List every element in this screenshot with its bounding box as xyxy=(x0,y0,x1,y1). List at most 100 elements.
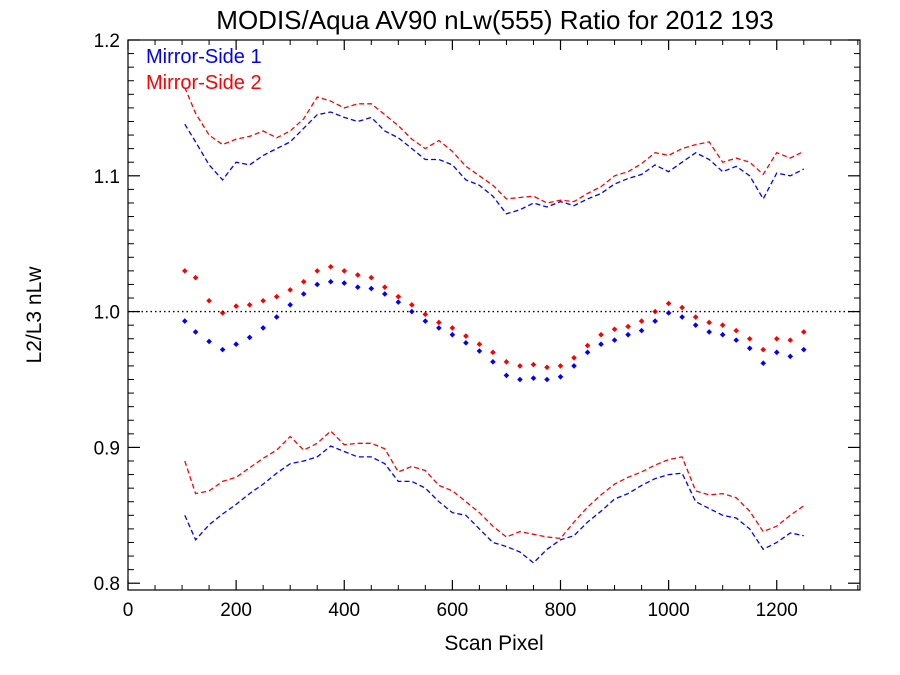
series-2-point xyxy=(719,322,726,328)
series-1-point xyxy=(327,278,334,285)
series-1-point xyxy=(557,373,564,380)
series-1-point xyxy=(463,340,469,346)
series-2-point xyxy=(746,335,753,342)
chart-title: MODIS/Aqua AV90 nLw(555) Ratio for 2012 … xyxy=(216,5,773,35)
series-1-point xyxy=(638,327,645,334)
series-2-point xyxy=(219,310,226,316)
series-1-point xyxy=(368,285,375,292)
y-tick-label: 0.9 xyxy=(94,438,120,459)
series-2-point xyxy=(773,335,780,342)
series-2-point xyxy=(287,287,293,293)
series-2-point xyxy=(381,284,388,290)
legend: Mirror-Side 1 Mirror-Side 2 xyxy=(146,46,262,94)
series-2-point xyxy=(787,337,794,343)
series-1-point xyxy=(517,376,523,383)
series-1-point xyxy=(490,359,496,365)
series-1-point xyxy=(354,284,361,290)
series-2-point xyxy=(300,278,307,285)
series-1-point xyxy=(652,318,658,324)
series-1-point xyxy=(503,372,510,379)
x-tick-label: 0 xyxy=(123,600,134,621)
plot-series xyxy=(181,87,807,564)
series-2-point xyxy=(598,331,604,338)
series-1-point xyxy=(300,291,307,297)
legend-item-mirror-side-1: Mirror-Side 1 xyxy=(146,46,262,68)
x-tick-label: 1000 xyxy=(647,600,689,621)
series-2-point xyxy=(395,293,402,300)
series-1-point xyxy=(692,322,699,328)
series-2-point xyxy=(611,326,618,333)
series-2-point xyxy=(706,319,712,326)
series-2-point xyxy=(692,314,699,320)
series-1-point xyxy=(787,353,794,360)
series-1-point xyxy=(773,349,780,356)
series-1-point xyxy=(530,375,537,381)
series-2-point xyxy=(760,346,767,353)
series-2-point xyxy=(368,274,375,281)
x-tick-label: 200 xyxy=(220,600,252,621)
series-1-point xyxy=(611,337,618,343)
series-1-point xyxy=(476,348,483,354)
series-1-point xyxy=(746,345,753,352)
series-1-point xyxy=(181,318,188,324)
x-tick-label: 600 xyxy=(437,600,469,621)
series-2-point xyxy=(517,363,523,369)
x-axis-label: Scan Pixel xyxy=(444,632,543,655)
y-tick-label: 0.8 xyxy=(94,574,120,595)
series-1-point xyxy=(436,325,442,331)
series-2-point xyxy=(463,333,469,339)
series-1-point xyxy=(381,291,388,297)
series-1-point xyxy=(665,310,672,316)
x-tick-label: 800 xyxy=(545,600,577,621)
series-1-point xyxy=(719,331,726,338)
series-1-point xyxy=(341,280,348,286)
series-2-point xyxy=(436,319,442,326)
y-tick-label: 1.1 xyxy=(94,167,120,188)
plot-frame xyxy=(127,39,861,591)
series-2-point xyxy=(314,268,321,274)
series-1-point xyxy=(760,360,767,367)
series-1-point xyxy=(395,299,402,305)
series-2-point xyxy=(192,274,199,281)
series-1-point xyxy=(233,341,239,347)
series-1-point xyxy=(422,318,429,324)
series-1-point xyxy=(449,331,456,338)
legend-item-mirror-side-2: Mirror-Side 2 xyxy=(146,72,262,94)
series-1-point xyxy=(544,376,550,383)
series-1-point xyxy=(584,349,591,356)
series-1-upper-line xyxy=(184,111,805,215)
series-1-point xyxy=(800,346,807,353)
y-tick-label: 1.2 xyxy=(94,31,120,52)
series-1 xyxy=(181,111,807,564)
series-2-point xyxy=(571,354,577,361)
series-1-point xyxy=(679,314,685,320)
series-2-point xyxy=(490,349,496,356)
series-2 xyxy=(181,87,807,540)
series-2-point xyxy=(181,268,188,274)
series-2-point xyxy=(800,329,807,335)
series-1-point xyxy=(260,325,266,331)
series-2-point xyxy=(557,363,564,369)
series-1-point xyxy=(314,281,321,288)
series-2-point xyxy=(733,327,739,334)
series-1-point xyxy=(625,331,631,338)
series-2-point xyxy=(260,297,266,304)
series-2-point xyxy=(354,272,361,278)
series-1-point xyxy=(192,329,199,335)
series-1-point xyxy=(733,337,739,343)
series-1-point xyxy=(706,329,712,335)
series-1-lower-line xyxy=(184,445,804,564)
series-2-point xyxy=(341,268,348,274)
series-2-point xyxy=(206,297,212,304)
series-2-point xyxy=(246,302,253,308)
series-2-point xyxy=(625,323,631,330)
series-1-point xyxy=(287,302,293,308)
series-2-point xyxy=(665,300,672,307)
series-2-point xyxy=(327,263,334,270)
series-1-point xyxy=(571,363,577,369)
series-2-point xyxy=(409,302,415,308)
series-1-point xyxy=(598,341,604,347)
x-tick-label: 400 xyxy=(328,600,360,621)
series-2-point xyxy=(530,361,537,368)
